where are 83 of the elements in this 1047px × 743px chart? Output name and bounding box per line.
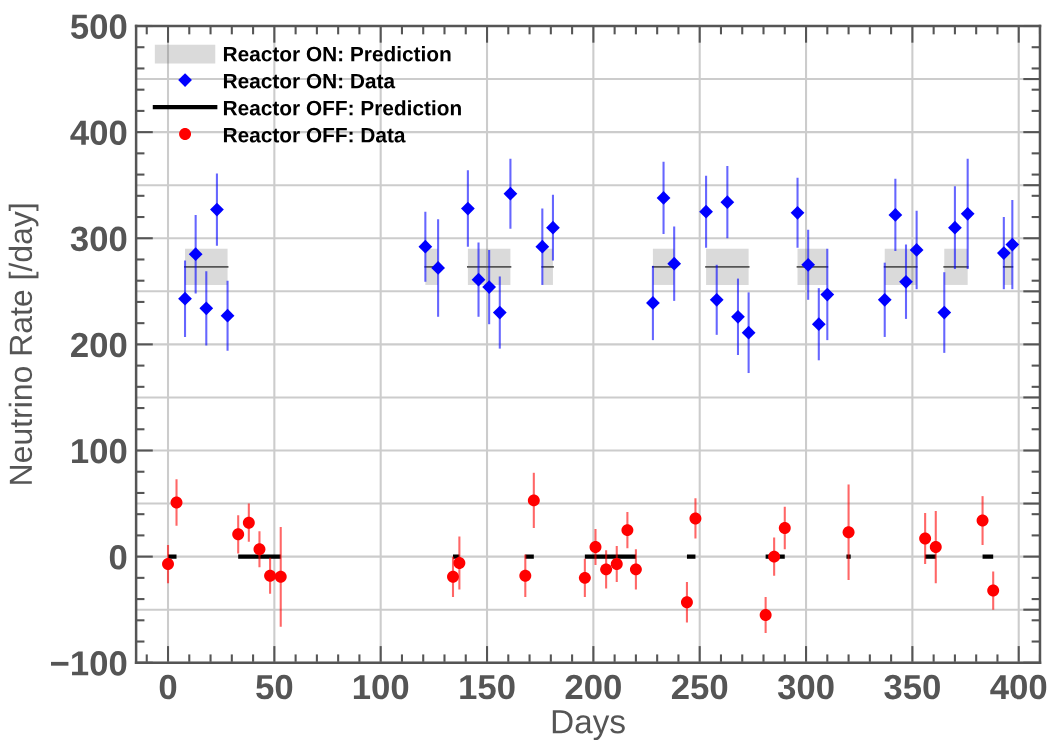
point (170, 496, 183, 509)
point (461, 201, 475, 216)
point (680, 596, 693, 609)
point (699, 204, 713, 219)
point (589, 541, 602, 554)
point (220, 308, 235, 323)
point (482, 280, 497, 294)
point (811, 317, 826, 332)
point (178, 291, 192, 306)
x-tick-label: 50 (256, 674, 293, 700)
point (274, 570, 287, 583)
point (447, 570, 459, 583)
point (741, 325, 756, 340)
point (418, 239, 433, 254)
point (667, 256, 682, 271)
y-tick-label: 500 (70, 14, 127, 39)
y-tick-label: 100 (72, 438, 127, 464)
point (909, 243, 924, 257)
x-tick-label: 350 (884, 674, 940, 700)
point (519, 569, 532, 582)
x-tick-label: 250 (671, 674, 728, 700)
point (210, 202, 224, 217)
point (948, 220, 962, 235)
x-tick-label: 200 (565, 674, 621, 700)
y-tick-label: 400 (70, 120, 127, 146)
point (1005, 237, 1020, 252)
point (242, 516, 255, 529)
y-tick-label: 200 (71, 332, 127, 358)
point (610, 558, 623, 571)
point (656, 191, 671, 205)
point (232, 528, 245, 541)
point (790, 205, 805, 220)
point (503, 186, 518, 201)
point (264, 569, 277, 582)
point (960, 206, 975, 221)
point (199, 301, 214, 316)
x-axis-title: Days (552, 710, 625, 741)
point (709, 292, 724, 307)
point (820, 287, 835, 302)
point (976, 514, 989, 527)
point (919, 532, 932, 545)
point (929, 541, 942, 554)
point (888, 208, 903, 222)
point (492, 305, 507, 320)
point (527, 494, 540, 507)
point (546, 220, 560, 235)
point (471, 272, 486, 287)
x-tick-label: 0 (159, 674, 177, 700)
point (646, 296, 660, 310)
point (578, 571, 591, 584)
legend-label: Reactor OFF: Prediction (223, 100, 461, 116)
point (996, 246, 1011, 260)
legend-label: Reactor ON: Data (223, 73, 396, 89)
y-tick-label: 300 (70, 226, 127, 252)
x-tick-label: 400 (990, 674, 1047, 700)
x-tick-label: 300 (777, 674, 834, 700)
x-tick-label: 100 (353, 674, 409, 700)
point (689, 512, 702, 525)
point (842, 526, 855, 539)
point (778, 522, 791, 534)
point (188, 247, 203, 262)
point (535, 239, 550, 254)
point (759, 609, 772, 621)
point (453, 557, 466, 569)
x-tick-label: 150 (460, 674, 515, 700)
y-axis-title: Neutrino Rate [/day] (8, 204, 39, 484)
legend-label: Reactor OFF: Data (223, 127, 406, 143)
point (937, 305, 952, 320)
point (768, 550, 781, 563)
y-tick-label: 0 (109, 544, 127, 570)
point (987, 584, 1000, 597)
point (431, 261, 445, 275)
point (899, 274, 913, 289)
point (600, 563, 613, 576)
y-tick-label: −100 (51, 651, 127, 676)
point (629, 563, 642, 576)
point (621, 524, 634, 537)
legend-label: Reactor ON: Prediction (223, 46, 451, 62)
point (720, 195, 735, 210)
point (253, 543, 266, 556)
point (877, 292, 892, 307)
point (731, 309, 745, 324)
point (162, 558, 174, 571)
